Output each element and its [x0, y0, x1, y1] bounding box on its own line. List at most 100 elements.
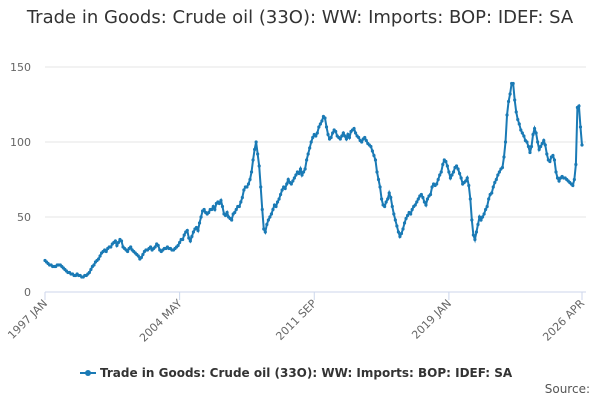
point: [422, 200, 427, 204]
point: [87, 270, 91, 275]
point: [386, 197, 390, 201]
point: [256, 152, 260, 156]
point: [303, 167, 307, 171]
point: [464, 179, 468, 183]
point: [471, 233, 475, 237]
point: [298, 167, 303, 171]
point: [490, 191, 494, 195]
point: [396, 230, 401, 234]
point: [389, 195, 393, 200]
point: [263, 230, 267, 234]
point: [275, 200, 280, 204]
point: [246, 182, 251, 186]
point: [485, 204, 489, 209]
point: [537, 147, 541, 152]
point: [329, 135, 333, 140]
point: [379, 197, 384, 201]
point: [511, 81, 515, 86]
point: [153, 245, 157, 249]
point: [513, 98, 517, 102]
point: [451, 170, 456, 174]
point: [392, 212, 396, 216]
point: [237, 204, 241, 209]
point: [306, 152, 310, 156]
point: [252, 147, 257, 152]
point: [187, 236, 191, 240]
point: [334, 129, 338, 134]
point: [557, 179, 561, 183]
point: [119, 239, 124, 243]
y-tick-label: 50: [17, 211, 31, 224]
point: [360, 140, 364, 144]
point: [520, 131, 524, 135]
point: [309, 140, 313, 144]
point: [280, 188, 284, 192]
point: [517, 122, 521, 126]
point: [262, 227, 266, 231]
point: [496, 173, 500, 177]
point: [341, 131, 345, 135]
point: [447, 170, 451, 174]
point: [176, 243, 180, 248]
point: [239, 200, 243, 204]
point: [543, 143, 547, 147]
point: [545, 152, 549, 156]
y-tick-label: 150: [10, 61, 31, 74]
point: [526, 144, 531, 149]
point: [395, 224, 399, 228]
point: [480, 215, 485, 219]
point: [409, 212, 413, 216]
point: [551, 153, 555, 158]
point: [369, 144, 373, 149]
point: [268, 215, 272, 219]
point: [283, 186, 287, 191]
point: [522, 134, 526, 138]
point: [487, 197, 491, 201]
point: [305, 158, 309, 162]
point: [357, 135, 361, 140]
point: [185, 228, 189, 233]
x-tick-label: 2019 JAN: [409, 297, 454, 342]
point: [178, 240, 182, 245]
point: [326, 132, 330, 137]
point: [249, 170, 254, 174]
point: [353, 131, 358, 135]
point: [552, 158, 557, 162]
point: [505, 113, 509, 117]
point: [210, 207, 214, 212]
point: [491, 185, 495, 189]
point: [448, 176, 453, 180]
point: [399, 231, 404, 236]
point: [500, 165, 505, 170]
point: [370, 149, 375, 153]
point: [289, 182, 293, 186]
point: [410, 207, 414, 212]
point: [404, 216, 408, 221]
point: [454, 164, 459, 168]
point: [445, 164, 449, 168]
legend-label: Trade in Goods: Crude oil (33O): WW: Imp…: [100, 366, 513, 380]
point: [502, 155, 506, 159]
point: [474, 230, 479, 234]
y-tick-label: 0: [24, 286, 31, 299]
point: [223, 213, 228, 218]
point: [363, 135, 367, 140]
point: [383, 204, 387, 209]
point: [220, 204, 225, 209]
point: [196, 228, 200, 233]
point: [493, 180, 497, 185]
point: [506, 99, 511, 104]
point: [126, 249, 130, 254]
point: [225, 210, 229, 215]
point: [301, 170, 306, 174]
x-tick-label: 2011 SEP: [273, 297, 319, 343]
point: [199, 215, 203, 219]
point: [202, 207, 206, 212]
point: [211, 204, 215, 209]
point: [503, 140, 508, 144]
point: [435, 182, 439, 186]
source-label: Source:: [545, 382, 590, 396]
point: [96, 257, 101, 261]
point: [230, 218, 234, 222]
legend-marker: [85, 370, 91, 376]
